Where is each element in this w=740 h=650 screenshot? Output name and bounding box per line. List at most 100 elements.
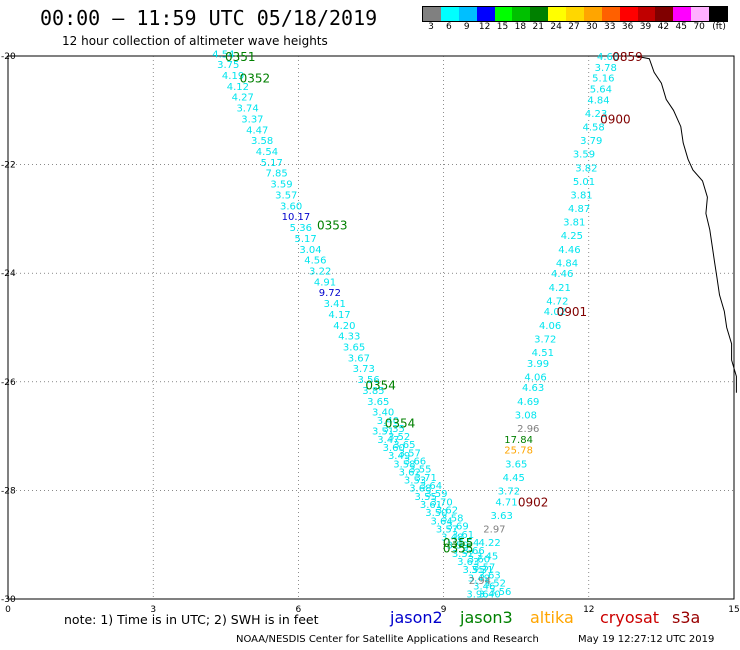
colorbar-label: 45 — [675, 22, 688, 32]
colorbar-swatch — [512, 7, 531, 21]
swh-reading: 2.97 — [483, 524, 505, 535]
swh-reading: 3.56 — [489, 587, 511, 598]
swh-reading: 3.82 — [575, 163, 597, 174]
swh-readings: 4.543.754.194.124.273.743.374.473.584.54… — [212, 49, 619, 600]
colorbar-swatch — [548, 7, 566, 21]
swh-reading: 3.99 — [527, 359, 549, 370]
swh-reading: 4.47 — [246, 125, 268, 136]
swh-reading: 4.23 — [585, 109, 607, 120]
swh-reading: 3.74 — [236, 104, 258, 115]
swh-reading: 4.21 — [549, 283, 571, 294]
graticule — [8, 56, 734, 599]
swh-reading: 3.52 — [388, 432, 410, 443]
legend-satellite-jason2: jason2 — [390, 608, 443, 627]
swh-reading: 3.72 — [498, 486, 520, 497]
swh-reading: 3.70 — [431, 497, 453, 508]
swh-reading: 4.27 — [232, 93, 254, 104]
swh-reading: 3.66 — [404, 457, 426, 468]
swh-reading: 3.62 — [436, 505, 458, 516]
swh-reading: 4.02 — [544, 307, 566, 318]
colorbar-swatch — [423, 7, 441, 21]
swh-reading: 3.59 — [425, 489, 447, 500]
swh-reading: 4.72 — [546, 296, 568, 307]
y-tick-label: -28 — [1, 486, 16, 496]
swh-reading: 3.81 — [563, 218, 585, 229]
colorbar-swatch — [601, 7, 620, 21]
swh-reading: 4.12 — [227, 82, 249, 93]
swh-reading: 4.54 — [256, 147, 278, 158]
swh-reading: 3.61 — [420, 500, 442, 511]
swh-reading: 3.57 — [399, 448, 421, 459]
pass-time-label: 0352 — [240, 72, 271, 86]
swh-reading: 4.71 — [495, 497, 517, 508]
swh-reading: 4.51 — [532, 348, 554, 359]
legend-satellite-jason3: jason3 — [460, 608, 513, 627]
colorbar-label: 24 — [550, 22, 562, 32]
colorbar-swatch — [637, 7, 656, 21]
swh-reading: 3.59 — [447, 541, 469, 552]
colorbar-label: 18 — [514, 22, 527, 32]
x-tick-label: 9 — [441, 605, 447, 615]
colorbar-swatch — [440, 7, 459, 21]
swh-reading: 3.79 — [580, 136, 602, 147]
swh-reading: 3.65 — [505, 459, 527, 470]
colorbar-swatch — [583, 7, 602, 21]
swh-reading: 4.20 — [333, 321, 355, 332]
colorbar-swatch — [476, 7, 495, 21]
colorbar-label: 70 — [693, 22, 705, 32]
swh-reading: 3.55 — [415, 492, 437, 503]
swh-reading: 4.45 — [503, 473, 525, 484]
swh-reading: 5.17 — [295, 234, 317, 245]
colorbar-label: 9 — [463, 22, 470, 32]
pass-time-label: 0900 — [600, 112, 631, 126]
colorbar-swatch — [494, 7, 513, 21]
swh-reading: 5.01 — [573, 177, 595, 188]
x-tick-label: 6 — [296, 605, 302, 615]
swh-reading: 3.57 — [275, 190, 297, 201]
swh-reading: 3.61 — [452, 530, 474, 541]
legend-satellite-altika: altika — [530, 608, 574, 627]
swh-reading: 3.55 — [409, 465, 431, 476]
swh-reading: 3.58 — [441, 514, 463, 525]
generated-timestamp: May 19 12:27:12 UTC 2019 — [578, 634, 715, 645]
swh-reading: 4.60 — [597, 52, 619, 63]
swh-reading: 5.64 — [590, 85, 612, 96]
page-subtitle: 12 hour collection of altimeter wave hei… — [62, 34, 328, 48]
swh-reading: 4.17 — [328, 310, 350, 321]
swh-reading: 3.60 — [383, 443, 405, 454]
swh-reading: 3.68 — [409, 484, 431, 495]
swh-reading: 4.25 — [561, 231, 583, 242]
swh-reading: 4.84 — [587, 95, 609, 106]
swh-reading: 4.06 — [539, 321, 561, 332]
swh-reading: 3.71 — [415, 473, 437, 484]
colorbar-swatch — [566, 7, 584, 21]
pass-time-label: 0354 — [385, 417, 416, 431]
coastline — [634, 55, 737, 393]
swh-reading: 3.46 — [473, 581, 495, 592]
y-tick-label: -22 — [1, 161, 16, 171]
swh-reading: 3.55 — [462, 565, 484, 576]
swh-reading: 3.63 — [478, 571, 500, 582]
swh-reading: 3.52 — [484, 579, 506, 590]
swh-reading: 3.57 — [473, 562, 495, 573]
swh-reading: 3.59 — [573, 150, 595, 161]
swh-reading: 3.75 — [217, 60, 239, 71]
swh-reading: 3.41 — [324, 299, 346, 310]
colorbar-label: 33 — [604, 22, 616, 32]
units-note: note: 1) Time is in UTC; 2) SWH is in fe… — [64, 612, 319, 627]
swh-reading: 3.57 — [436, 524, 458, 535]
swh-reading: 3.66 — [462, 546, 484, 557]
swh-reading: 4.91 — [314, 277, 336, 288]
colorbar-label: (ft) — [712, 22, 726, 32]
swh-reading: 3.47 — [377, 435, 399, 446]
swh-reading: 3.65 — [393, 440, 415, 451]
swh-reading: 4.22 — [478, 538, 500, 549]
swh-reading: 4.63 — [522, 383, 544, 394]
colorbar-label: 3 — [428, 22, 434, 32]
swh-reading: 3.63 — [491, 511, 513, 522]
pass-time-label: 0355 — [443, 541, 474, 555]
colorbar-swatch — [458, 7, 477, 21]
swh-reading: 3.72 — [534, 334, 556, 345]
swh-reading: 3.48 — [441, 533, 463, 544]
